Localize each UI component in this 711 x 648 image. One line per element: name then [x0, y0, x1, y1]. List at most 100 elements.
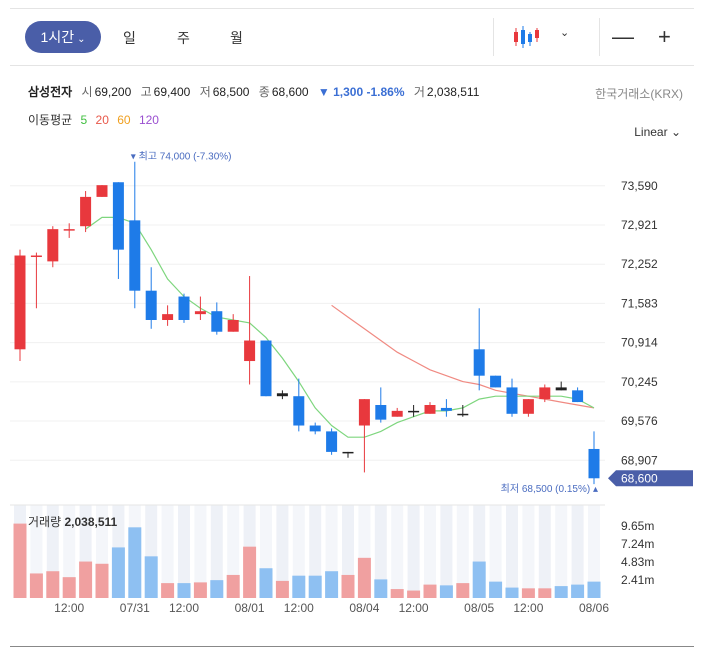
candle-body [30, 255, 42, 258]
period-week-tab[interactable]: 주 [177, 30, 190, 46]
max-price-annotation: ▾ 최고 74,000 (-7.30%) [131, 151, 232, 163]
candle-body [47, 229, 59, 262]
volume-short-label: 거 [413, 85, 425, 99]
volume-panel-stripe [538, 505, 551, 598]
volume-panel-stripe [424, 505, 436, 598]
candle-body [572, 390, 584, 403]
candle-body [555, 387, 567, 391]
candle-body [391, 410, 403, 417]
volume-panel-stripe [506, 505, 518, 598]
volume-panel-stripe [440, 505, 453, 598]
price-axis-tick-label: 68,907 [621, 453, 658, 467]
volume-panel-stripe [227, 505, 240, 598]
price-axis-tick-label: 73,590 [621, 179, 658, 193]
candle-body [227, 320, 239, 332]
volume-bar [128, 527, 142, 598]
candle-body [211, 311, 223, 332]
candle-body [63, 229, 75, 231]
volume-panel-stripe [391, 505, 404, 598]
high-label: 고 [140, 85, 152, 99]
change-value: ▼ 1,300 -1.86% [317, 85, 405, 99]
candle-body [539, 387, 551, 400]
volume-bar [357, 557, 371, 598]
volume-panel-stripe [161, 505, 174, 598]
candle-body [457, 413, 469, 416]
ma-60-legend[interactable]: 60 [117, 113, 131, 127]
volume-bar [571, 584, 585, 598]
open-value: 69,200 [94, 85, 132, 99]
top-divider [10, 8, 694, 9]
ma-120-legend[interactable]: 120 [138, 113, 159, 127]
low-label: 저 [199, 85, 211, 99]
zoom-in-button[interactable]: + [658, 24, 671, 49]
candle-body [14, 255, 26, 350]
x-axis-tick-label: 08/06 [579, 601, 609, 615]
candlestick-type-icon[interactable] [513, 24, 541, 50]
x-axis-tick-label: 08/04 [349, 601, 379, 615]
x-axis-tick-label: 12:00 [399, 601, 429, 615]
volume-panel-stripe [342, 505, 354, 598]
candle-body [375, 405, 387, 420]
volume-bar [374, 579, 388, 598]
price-axis-tick-label: 72,252 [621, 257, 658, 271]
candle-body [473, 349, 485, 376]
volume-total: 2,038,511 [64, 515, 118, 529]
volume-panel-stripe [571, 505, 584, 598]
candle-body [358, 399, 370, 426]
volume-panel-stripe [194, 505, 207, 598]
last-price-label: 68,600 [621, 471, 658, 485]
volume-bar [439, 585, 453, 598]
period-day-tab[interactable]: 일 [123, 30, 136, 46]
candle-body [522, 399, 534, 414]
volume-label: 거래량 [28, 515, 62, 529]
volume-panel-stripe [555, 505, 568, 598]
volume-bar [259, 568, 273, 598]
volume-bar [46, 571, 60, 598]
volume-bar [13, 523, 27, 598]
chart-type-chevron-icon[interactable]: ⌄ [560, 27, 570, 39]
scale-mode-dropdown[interactable]: Linear ⌄ [634, 125, 681, 139]
volume-bar [193, 582, 207, 598]
ma-20-legend[interactable]: 20 [95, 113, 109, 127]
candle-body [80, 196, 92, 227]
ma5-line [85, 216, 595, 438]
volume-panel-stripe [588, 505, 600, 598]
x-axis-tick-label: 12:00 [513, 601, 543, 615]
volume-bar [210, 580, 224, 598]
volume-bar [95, 563, 109, 598]
candle-body [588, 448, 600, 479]
x-axis-tick-label: 08/05 [464, 601, 494, 615]
candle-body [490, 375, 502, 388]
volume-panel-stripe [374, 505, 387, 598]
x-axis-tick-label: 07/31 [120, 601, 150, 615]
candle-body [326, 431, 338, 452]
volume-bar [62, 577, 76, 598]
chevron-down-icon: ⌄ [77, 34, 86, 45]
volume-bar [308, 575, 322, 598]
scale-mode-label: Linear [634, 125, 668, 139]
candle-body [440, 407, 452, 411]
volume-bar [29, 573, 43, 598]
x-axis-tick-label: 12:00 [54, 601, 84, 615]
volume-panel-stripe [522, 505, 535, 598]
zoom-out-button[interactable]: — [612, 24, 634, 49]
volume-bar [325, 571, 339, 598]
high-value: 69,400 [153, 85, 191, 99]
candle-body [309, 425, 321, 432]
volume-bar [177, 583, 191, 598]
candle-body [293, 396, 305, 426]
volume-bar [243, 546, 257, 598]
period-month-tab[interactable]: 월 [230, 30, 243, 46]
period-dropdown-button[interactable]: 1시간 ⌄ [25, 21, 101, 53]
x-axis-tick-label: 12:00 [169, 601, 199, 615]
candle-body [244, 340, 256, 362]
last-price-tag [608, 470, 693, 487]
price-axis-tick-label: 71,583 [621, 296, 658, 310]
ma20-line [331, 304, 595, 409]
ma-5-legend[interactable]: 5 [80, 113, 88, 127]
volume-bar [456, 583, 470, 598]
volume-bar [489, 581, 503, 598]
volume-panel-stripe [178, 505, 190, 598]
candle-body [506, 387, 518, 414]
